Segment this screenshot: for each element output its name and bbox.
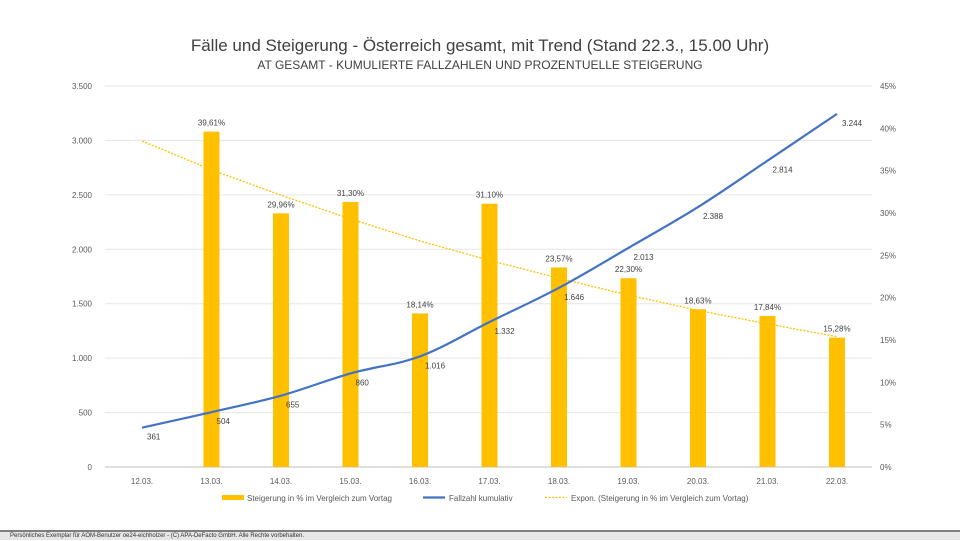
x-tick-label: 17.03. [478, 477, 500, 486]
right-tick-label: 30% [880, 209, 896, 218]
line-data-label: 860 [356, 378, 370, 387]
x-tick-label: 21.03. [756, 477, 778, 486]
x-tick-label: 18.03. [548, 477, 570, 486]
right-tick-label: 25% [880, 251, 896, 260]
bar-data-label: 23,57% [545, 254, 572, 263]
left-tick-label: 2.500 [72, 191, 93, 200]
bar [829, 337, 845, 467]
x-tick-label: 13.03. [200, 477, 222, 486]
right-tick-label: 5% [880, 421, 892, 430]
right-tick-label: 0% [880, 463, 892, 472]
right-tick-label: 45% [880, 82, 896, 91]
right-tick-label: 35% [880, 167, 896, 176]
bar-data-label: 29,96% [267, 200, 294, 209]
left-tick-label: 0 [88, 463, 93, 472]
line-data-label: 2.814 [773, 166, 794, 175]
bar [342, 201, 359, 467]
x-tick-label: 12.03. [131, 477, 153, 486]
bar [412, 313, 428, 467]
bar-data-label: 18,14% [406, 300, 433, 309]
left-tick-label: 1.000 [72, 354, 93, 363]
right-tick-label: 20% [880, 294, 896, 303]
left-tick-label: 3.500 [72, 82, 93, 91]
footer-copyright: Persönliches Exemplar für AOM-Benutzer o… [0, 530, 960, 540]
line-data-label: 2.388 [703, 212, 724, 221]
left-tick-label: 1.500 [72, 300, 93, 309]
bar-data-label: 17,84% [754, 303, 781, 312]
bar [203, 131, 220, 468]
x-tick-label: 15.03. [339, 477, 361, 486]
bar-data-label: 18,63% [684, 296, 711, 305]
legend-line-label: Fallzahl kumulativ [449, 494, 513, 503]
x-tick-label: 20.03. [687, 477, 709, 486]
line-data-label: 2.013 [634, 253, 655, 262]
legend-bar-swatch [222, 495, 244, 500]
left-tick-label: 2.000 [72, 245, 93, 254]
bar [481, 203, 498, 468]
line-data-label: 361 [147, 433, 161, 442]
x-tick-label: 16.03. [409, 477, 431, 486]
x-tick-label: 19.03. [617, 477, 639, 486]
line-data-label: 655 [286, 401, 300, 410]
line-data-label: 1.016 [425, 361, 446, 370]
left-tick-label: 3.000 [72, 136, 93, 145]
line-data-label: 1.646 [564, 293, 585, 302]
right-tick-label: 10% [880, 378, 896, 387]
bar-data-label: 39,61% [198, 119, 225, 128]
line-data-label: 504 [217, 417, 231, 426]
trendline [141, 140, 838, 338]
cumulative-line [141, 112, 838, 429]
legend-bar-label: Steigerung in % im Vergleich zum Vortag [247, 494, 392, 503]
bar-data-label: 31,30% [337, 189, 364, 198]
right-tick-label: 15% [880, 336, 896, 345]
line-data-label: 3.244 [842, 119, 863, 128]
chart-title: Fälle und Steigerung - Österreich gesamt… [190, 36, 770, 55]
x-tick-label: 14.03. [270, 477, 292, 486]
bar-data-label: 15,28% [823, 325, 850, 334]
bar [551, 267, 567, 467]
bar-data-label: 31,10% [476, 191, 503, 200]
bar [759, 315, 776, 467]
bar [620, 278, 637, 467]
line-data-label: 1.332 [495, 327, 516, 336]
bar [273, 213, 289, 467]
bar [690, 309, 706, 467]
legend-trend-label: Expon. (Steigerung in % im Vergleich zum… [571, 494, 749, 503]
right-tick-label: 40% [880, 124, 896, 133]
left-tick-label: 500 [79, 409, 93, 418]
bar-data-label: 22,30% [615, 265, 642, 274]
x-tick-label: 22.03. [826, 477, 848, 486]
chart-subtitle: AT GESAMT - KUMULIERTE FALLZAHLEN UND PR… [257, 58, 703, 72]
chart: 0 500 1.000 1.500 2.000 2.500 3.000 3.500 0% 5% 10… [72, 82, 896, 503]
